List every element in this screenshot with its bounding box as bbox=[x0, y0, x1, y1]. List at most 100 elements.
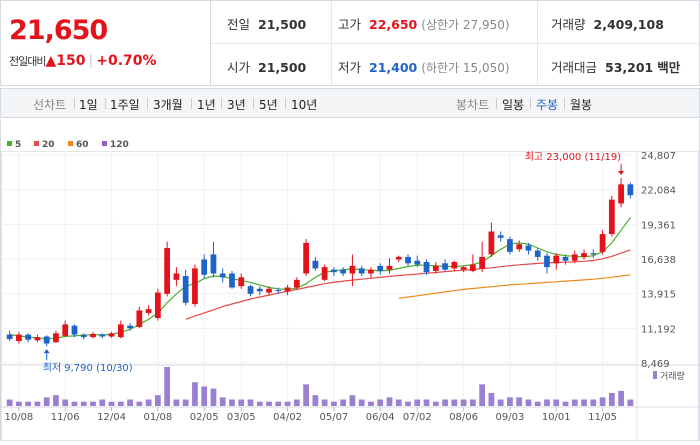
volume-bar bbox=[516, 397, 523, 406]
legend-label: 60 bbox=[76, 140, 89, 150]
volume-bar bbox=[331, 401, 337, 406]
up-arrow-icon: ▲ bbox=[45, 53, 57, 69]
candle-body bbox=[6, 334, 13, 340]
candle-body bbox=[238, 277, 245, 287]
tab-monthly-candle[interactable]: 월봉 bbox=[570, 98, 593, 112]
low-annotation: 최저 9,790 (10/30) bbox=[43, 362, 133, 374]
y-tick-label: 22,084 bbox=[641, 186, 676, 197]
volume-bar bbox=[303, 384, 309, 406]
tab-weekly-candle[interactable]: 주봉 bbox=[536, 98, 559, 112]
y-tick-label: 16,638 bbox=[641, 255, 676, 266]
volume-bar bbox=[423, 399, 430, 406]
candle-body bbox=[497, 235, 504, 238]
candle-body bbox=[331, 269, 337, 273]
prev-close-value: 21,500 bbox=[258, 17, 307, 32]
volume-bar bbox=[571, 399, 578, 406]
candle-body bbox=[25, 334, 32, 340]
candle-body bbox=[469, 264, 476, 271]
x-tick-label: 09/03 bbox=[496, 412, 525, 423]
volume-bar bbox=[488, 393, 495, 406]
x-tick-label: 02/05 bbox=[190, 412, 219, 423]
current-price-box: 21,650 전일대비▲150 | +0.70% bbox=[1, 1, 211, 85]
volume-bar bbox=[247, 399, 254, 406]
change-separator: | bbox=[88, 53, 94, 69]
legend-swatch bbox=[68, 141, 73, 146]
candlestick-chart[interactable]: 24,807 22,084 19,361 16,638 13,915 11,192 8,46… bbox=[1, 119, 699, 441]
candle-body bbox=[229, 273, 235, 288]
low-stat: 저가 21,400 (하한가 15,050) bbox=[338, 57, 510, 76]
volume-bar bbox=[534, 401, 541, 406]
tab-separator bbox=[564, 98, 565, 109]
tab-5year[interactable]: 5년 bbox=[259, 98, 278, 112]
high-label: 고가 bbox=[338, 17, 362, 32]
x-tick-label: 11/05 bbox=[588, 412, 617, 423]
volume-bar bbox=[349, 395, 356, 406]
candle-body bbox=[62, 324, 69, 336]
change-rate: +0.70% bbox=[96, 53, 157, 69]
tab-separator bbox=[285, 98, 286, 109]
candle-body bbox=[349, 265, 356, 274]
tab-3month[interactable]: 3개월 bbox=[153, 98, 183, 112]
candle-body bbox=[247, 286, 254, 294]
candle-body bbox=[608, 199, 615, 235]
x-tick-label: 07/02 bbox=[403, 412, 432, 423]
x-tick-label: 05/07 bbox=[319, 412, 348, 423]
candle-body bbox=[405, 256, 411, 264]
volume-bar bbox=[34, 401, 41, 406]
tab-10year[interactable]: 10년 bbox=[291, 98, 318, 112]
candle-body bbox=[451, 262, 458, 269]
volume-bar bbox=[312, 395, 319, 406]
tab-1week[interactable]: 1주일 bbox=[110, 98, 140, 112]
legend-swatch bbox=[102, 141, 107, 146]
candle-body bbox=[358, 268, 365, 274]
volume-bar bbox=[108, 401, 115, 406]
legend-swatch bbox=[7, 141, 12, 146]
candle-body bbox=[534, 250, 541, 257]
x-tick-label: 08/06 bbox=[449, 412, 478, 423]
candle-body bbox=[210, 254, 217, 274]
candle-body bbox=[553, 255, 560, 264]
tab-3year[interactable]: 3년 bbox=[227, 98, 246, 112]
volume-bar bbox=[80, 401, 87, 406]
y-tick-label: 11,192 bbox=[641, 324, 676, 335]
y-tick-label: 8,469 bbox=[641, 359, 670, 370]
volume-bar bbox=[599, 397, 606, 406]
volume-bar bbox=[451, 399, 458, 406]
candle-body bbox=[71, 325, 78, 335]
tab-1year[interactable]: 1년 bbox=[197, 98, 216, 112]
candle-body bbox=[173, 273, 180, 280]
candle-body bbox=[136, 310, 143, 327]
candle-body bbox=[423, 262, 430, 273]
trade-value: 53,201 bbox=[605, 60, 654, 75]
volume-bar bbox=[525, 399, 532, 406]
candle-body bbox=[414, 260, 421, 265]
volume-bar bbox=[62, 399, 69, 406]
tab-separator bbox=[147, 98, 148, 109]
candle-body bbox=[117, 324, 124, 338]
candle-body bbox=[368, 269, 374, 274]
trade-value-label: 거래대금 bbox=[551, 60, 598, 75]
prev-close-stat: 전일 21,500 bbox=[227, 14, 306, 33]
volume-bar bbox=[395, 399, 402, 406]
volume-bar bbox=[182, 399, 189, 406]
volume-bar bbox=[386, 397, 393, 406]
price-summary: 21,650 전일대비▲150 | +0.70% 전일 21,500 고가 22,650… bbox=[0, 0, 700, 86]
volume-bar bbox=[507, 397, 513, 406]
low-value: 21,400 bbox=[369, 60, 418, 75]
volume-bar bbox=[358, 399, 365, 406]
volume-bar bbox=[544, 399, 550, 406]
volume-bar bbox=[43, 397, 50, 406]
candle-body bbox=[571, 254, 578, 261]
high-marker-arrow bbox=[618, 171, 625, 176]
open-value: 21,500 bbox=[258, 60, 307, 75]
volume-bar bbox=[201, 386, 208, 406]
volume-bar bbox=[173, 399, 180, 406]
candle-body bbox=[627, 184, 634, 196]
candle-body bbox=[442, 263, 448, 270]
x-tick-label: 03/05 bbox=[227, 412, 256, 423]
tab-daily-candle[interactable]: 일봉 bbox=[502, 98, 525, 112]
tab-1day[interactable]: 1일 bbox=[79, 98, 98, 112]
open-label: 시가 bbox=[227, 60, 251, 75]
candle-body bbox=[618, 184, 624, 204]
x-tick-label: 11/06 bbox=[51, 412, 80, 423]
